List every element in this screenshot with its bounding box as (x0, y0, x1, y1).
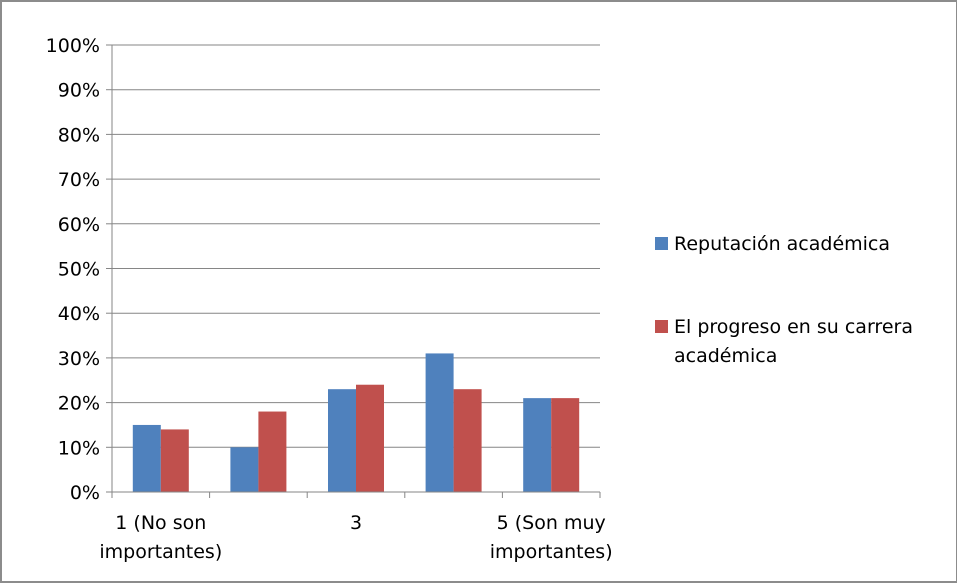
x-tick-label: importantes) (490, 541, 613, 563)
gridlines (112, 44, 600, 448)
bars (132, 353, 580, 492)
y-axis (106, 44, 113, 493)
x-axis-labels: 1 (No son importantes) 3 5 (Son muy importan… (99, 512, 612, 563)
legend-swatch (655, 320, 668, 333)
y-axis-labels: 0% 10% 20% 30% 40% 50% 60% 70% 80% 90% 100% (46, 35, 100, 504)
bar (356, 384, 384, 492)
y-tick-label: 90% (58, 80, 100, 102)
y-tick-label: 0% (70, 482, 100, 504)
y-tick-label: 40% (58, 303, 100, 325)
x-tick-label: importantes) (99, 541, 222, 563)
x-tick-label: 5 (Son muy (497, 512, 606, 534)
y-tick-label: 10% (58, 437, 100, 459)
legend-swatch (655, 237, 668, 250)
bar (551, 398, 580, 492)
y-tick-label: 70% (58, 169, 100, 191)
y-tick-label: 20% (58, 393, 100, 415)
bar (230, 447, 259, 492)
bar (328, 389, 356, 492)
legend: Reputación académica El progreso en su ca… (655, 233, 913, 367)
x-axis (111, 491, 601, 498)
y-tick-label: 80% (58, 124, 100, 146)
legend-label: Reputación académica (674, 233, 890, 255)
x-tick-label: 1 (No son (115, 512, 206, 534)
series-1 (132, 353, 552, 492)
bar (425, 353, 454, 492)
series-2 (160, 384, 580, 492)
y-tick-label: 60% (58, 214, 100, 236)
bar (132, 424, 161, 492)
x-tick-label: 3 (350, 512, 362, 534)
bar (258, 411, 287, 492)
y-tick-label: 30% (58, 348, 100, 370)
y-tick-label: 100% (46, 35, 100, 57)
legend-label: académica (674, 345, 777, 367)
bar (160, 429, 189, 492)
bar (523, 398, 552, 492)
bar (453, 389, 482, 492)
legend-label: El progreso en su carrera (674, 316, 913, 338)
y-tick-label: 50% (58, 259, 100, 281)
